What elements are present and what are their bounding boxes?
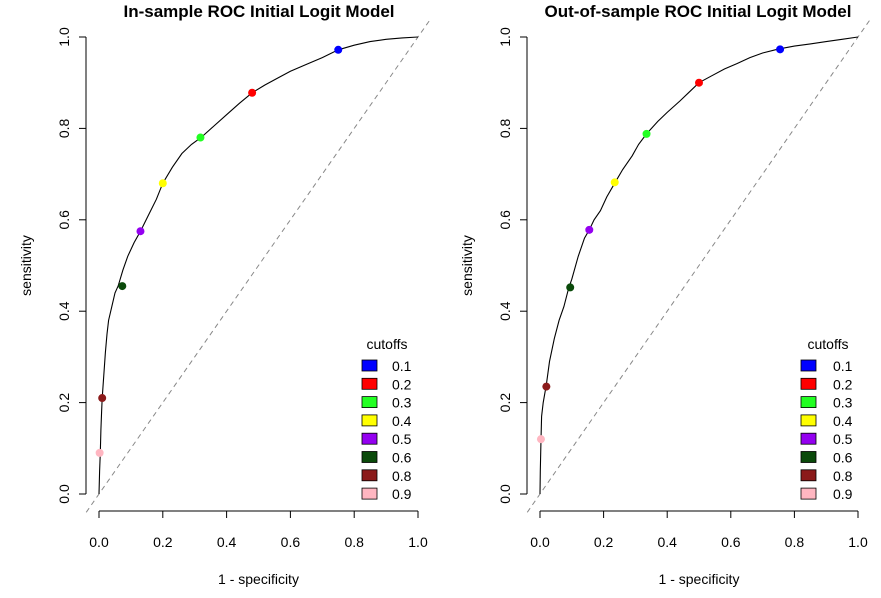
cutoff-point-0-2 [248,88,257,97]
legend: cutoffs 0.1 0.2 0.3 0.4 0.5 0.6 0.8 0.9 [361,336,412,502]
y-tick-label: 1.0 [497,27,513,47]
cutoff-point-0-1 [334,45,343,54]
reference-diagonal [526,18,872,513]
y-tick-label: 0.6 [497,210,513,230]
legend-label: 0.3 [833,395,853,411]
y-tick-label: 0.2 [56,393,72,413]
legend-title: cutoffs [367,336,408,352]
chart-title: In-sample ROC Initial Logit Model [123,2,394,21]
legend-swatch [361,469,378,482]
legend-label: 0.8 [392,468,412,484]
legend-label: 0.5 [833,431,853,447]
legend-title: cutoffs [808,336,849,352]
cutoff-point-0-2 [695,78,703,87]
y-tick-label: 0.0 [56,484,72,504]
legend-swatch [361,487,378,500]
legend-swatch [361,359,378,372]
y-tick-label: 0.8 [497,118,513,138]
cutoff-point-0-4 [158,179,167,188]
y-axis: 0.0 0.2 0.4 0.6 0.8 1.0 sensitivity [459,27,528,504]
legend-swatch [361,377,378,390]
legend-label: 0.6 [833,450,853,466]
legend-label: 0.4 [392,413,412,429]
cutoff-point-0-5 [136,227,145,236]
x-tick-label: 0.2 [594,534,614,550]
legend-label: 0.4 [833,413,853,429]
legend-label: 0.9 [833,486,853,502]
x-axis: 0.0 0.2 0.4 0.6 0.8 1.0 1 - specificity [89,510,428,587]
x-tick-label: 0.4 [217,534,237,550]
y-tick-label: 0.0 [497,484,513,504]
cutoff-point-0-6 [118,282,127,291]
cutoff-point-0-8 [542,382,551,391]
legend-swatch [800,469,817,482]
legend-label: 0.8 [833,468,853,484]
cutoff-point-0-9 [536,435,545,444]
x-axis-label: 1 - specificity [659,571,740,587]
legend-swatch [800,359,817,372]
legend-swatch [800,414,817,427]
x-tick-label: 0.8 [344,534,364,550]
y-tick-label: 0.8 [56,118,72,138]
legend-swatch [361,414,378,427]
cutoff-point-0-8 [98,394,107,403]
legend-label: 0.6 [392,450,412,466]
cutoff-point-0-3 [196,133,205,142]
cutoff-point-0-4 [610,178,619,187]
legend-swatch [800,396,817,409]
chart-title: Out-of-sample ROC Initial Logit Model [545,2,852,21]
x-tick-label: 0.4 [657,534,677,550]
legend-label: 0.5 [392,431,412,447]
x-axis-label: 1 - specificity [218,571,299,587]
legend-swatch [800,432,817,445]
x-tick-label: 0.0 [89,534,109,550]
x-tick-label: 0.8 [785,534,805,550]
legend-swatch [800,377,817,390]
cutoff-point-0-5 [585,225,594,234]
y-tick-label: 0.2 [497,393,513,413]
roc-panel-2: Out-of-sample ROC Initial Logit Model 0.0… [459,2,872,587]
x-tick-label: 0.0 [530,534,550,550]
y-tick-label: 0.6 [56,210,72,230]
legend-swatch [800,487,817,500]
legend: cutoffs 0.1 0.2 0.3 0.4 0.5 0.6 0.8 0.9 [800,336,853,502]
x-tick-label: 0.2 [153,534,173,550]
y-axis-label: sensitivity [459,235,475,296]
legend-swatch [361,396,378,409]
y-axis: 0.0 0.2 0.4 0.6 0.8 1.0 sensitivity [18,27,87,504]
roc-curve-line [539,36,859,495]
reference-diagonal [85,18,432,513]
cutoff-point-0-6 [566,283,575,292]
legend-swatch [361,451,378,463]
legend-label: 0.2 [833,376,853,392]
x-tick-label: 1.0 [848,534,868,550]
x-tick-label: 1.0 [408,534,428,550]
x-axis: 0.0 0.2 0.4 0.6 0.8 1.0 1 - specificity [530,510,868,587]
legend-swatch [800,451,817,463]
y-tick-label: 0.4 [497,301,513,321]
x-tick-label: 0.6 [281,534,301,550]
y-tick-label: 0.4 [56,301,72,321]
x-tick-label: 0.6 [721,534,741,550]
legend-label: 0.2 [392,376,412,392]
y-tick-label: 1.0 [56,27,72,47]
cutoff-point-0-1 [776,45,785,54]
cutoff-point-0-9 [95,448,104,457]
legend-label: 0.1 [392,358,412,374]
legend-label: 0.9 [392,486,412,502]
legend-label: 0.3 [392,395,412,411]
cutoff-point-0-3 [642,129,651,138]
legend-swatch [361,432,378,445]
legend-label: 0.1 [833,358,853,374]
y-axis-label: sensitivity [18,235,34,296]
